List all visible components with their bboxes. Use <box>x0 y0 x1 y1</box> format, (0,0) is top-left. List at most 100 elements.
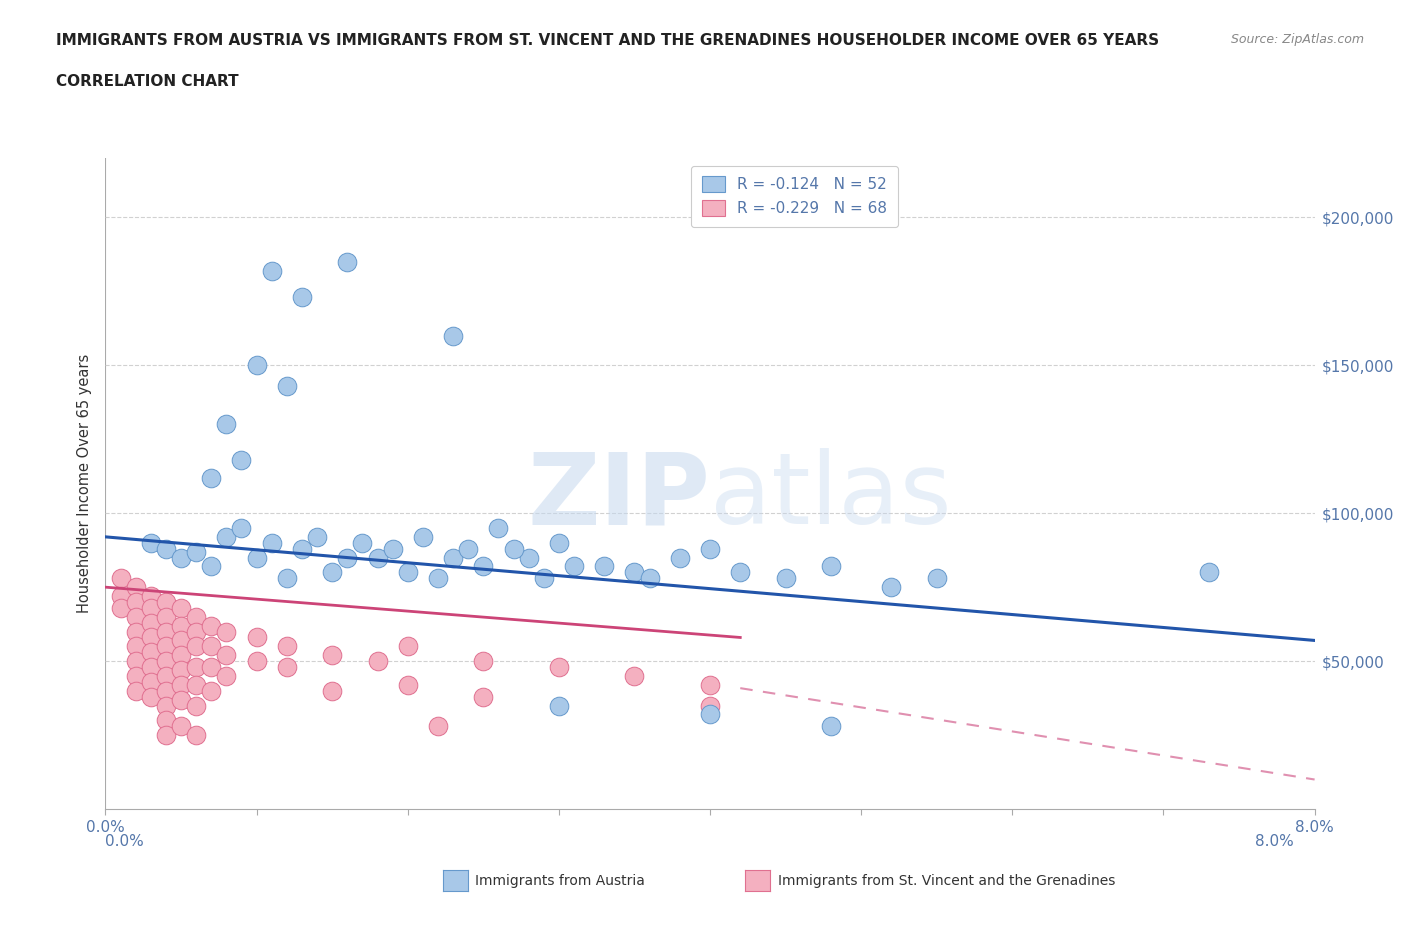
Point <box>441 551 464 565</box>
Point <box>472 689 495 704</box>
Point <box>427 571 450 586</box>
Point <box>441 328 464 343</box>
Point <box>186 659 208 674</box>
Point <box>155 698 177 713</box>
Point <box>170 601 193 616</box>
Point <box>276 571 298 586</box>
Point <box>139 630 162 644</box>
Point <box>110 571 132 586</box>
Point <box>200 471 222 485</box>
Point <box>427 719 450 734</box>
Point <box>125 654 148 669</box>
Point <box>139 536 162 551</box>
Point <box>820 719 842 734</box>
Legend: R = -0.124   N = 52, R = -0.229   N = 68: R = -0.124 N = 52, R = -0.229 N = 68 <box>692 166 898 227</box>
Point <box>699 698 721 713</box>
Point <box>139 601 162 616</box>
Point <box>730 565 752 579</box>
Point <box>155 654 177 669</box>
Text: IMMIGRANTS FROM AUSTRIA VS IMMIGRANTS FROM ST. VINCENT AND THE GRENADINES HOUSEH: IMMIGRANTS FROM AUSTRIA VS IMMIGRANTS FR… <box>56 33 1160 47</box>
Point <box>170 633 193 648</box>
Point <box>155 624 177 639</box>
Point <box>215 624 238 639</box>
Point <box>548 536 571 551</box>
Point <box>623 669 645 684</box>
Point <box>200 639 222 654</box>
Point <box>260 263 283 278</box>
Point <box>170 692 193 707</box>
Text: ZIP: ZIP <box>527 448 710 545</box>
Point <box>352 536 374 551</box>
Point <box>276 379 298 393</box>
Point <box>200 618 222 633</box>
Point <box>186 698 208 713</box>
Text: 8.0%: 8.0% <box>1254 834 1294 849</box>
Point <box>367 551 389 565</box>
Point <box>110 601 132 616</box>
Point <box>231 521 253 536</box>
Point <box>170 551 193 565</box>
Point <box>200 659 222 674</box>
Point <box>276 639 298 654</box>
Point <box>246 630 269 644</box>
Point <box>125 579 148 594</box>
Point <box>200 684 222 698</box>
Point <box>186 727 208 742</box>
Point <box>1198 565 1220 579</box>
Point <box>533 571 555 586</box>
Point <box>291 541 314 556</box>
Point <box>215 648 238 663</box>
Point <box>155 594 177 609</box>
Point <box>638 571 661 586</box>
Point <box>307 529 329 544</box>
Point <box>367 654 389 669</box>
Point <box>170 662 193 677</box>
Point <box>321 648 343 663</box>
Point <box>139 589 162 604</box>
Point <box>155 541 177 556</box>
Point <box>125 594 148 609</box>
Point <box>125 624 148 639</box>
Text: atlas: atlas <box>710 448 952 545</box>
Point <box>699 541 721 556</box>
Point <box>186 609 208 624</box>
Point <box>396 677 419 692</box>
Point <box>110 589 132 604</box>
Point <box>139 659 162 674</box>
Point <box>336 551 359 565</box>
Point <box>215 529 238 544</box>
Point <box>246 551 269 565</box>
Point <box>155 639 177 654</box>
Point <box>170 648 193 663</box>
Point <box>775 571 797 586</box>
Text: Immigrants from Austria: Immigrants from Austria <box>475 873 645 888</box>
Point <box>321 565 343 579</box>
Point <box>125 609 148 624</box>
Point <box>669 551 692 565</box>
Point <box>215 669 238 684</box>
Point <box>502 541 524 556</box>
Point <box>396 639 419 654</box>
Point <box>170 677 193 692</box>
Point <box>139 674 162 689</box>
Point <box>186 677 208 692</box>
Point <box>593 559 616 574</box>
Text: 0.0%: 0.0% <box>105 834 145 849</box>
Point <box>139 616 162 631</box>
Point <box>820 559 842 574</box>
Point <box>246 358 269 373</box>
Point <box>321 684 343 698</box>
Point <box>170 618 193 633</box>
Point <box>396 565 419 579</box>
Point <box>246 654 269 669</box>
Point <box>623 565 645 579</box>
Point <box>260 536 283 551</box>
Point <box>200 559 222 574</box>
Point <box>548 698 571 713</box>
Point <box>880 579 903 594</box>
Point <box>412 529 434 544</box>
Point <box>699 707 721 722</box>
Point <box>186 639 208 654</box>
Y-axis label: Householder Income Over 65 years: Householder Income Over 65 years <box>77 354 93 613</box>
Point <box>186 544 208 559</box>
